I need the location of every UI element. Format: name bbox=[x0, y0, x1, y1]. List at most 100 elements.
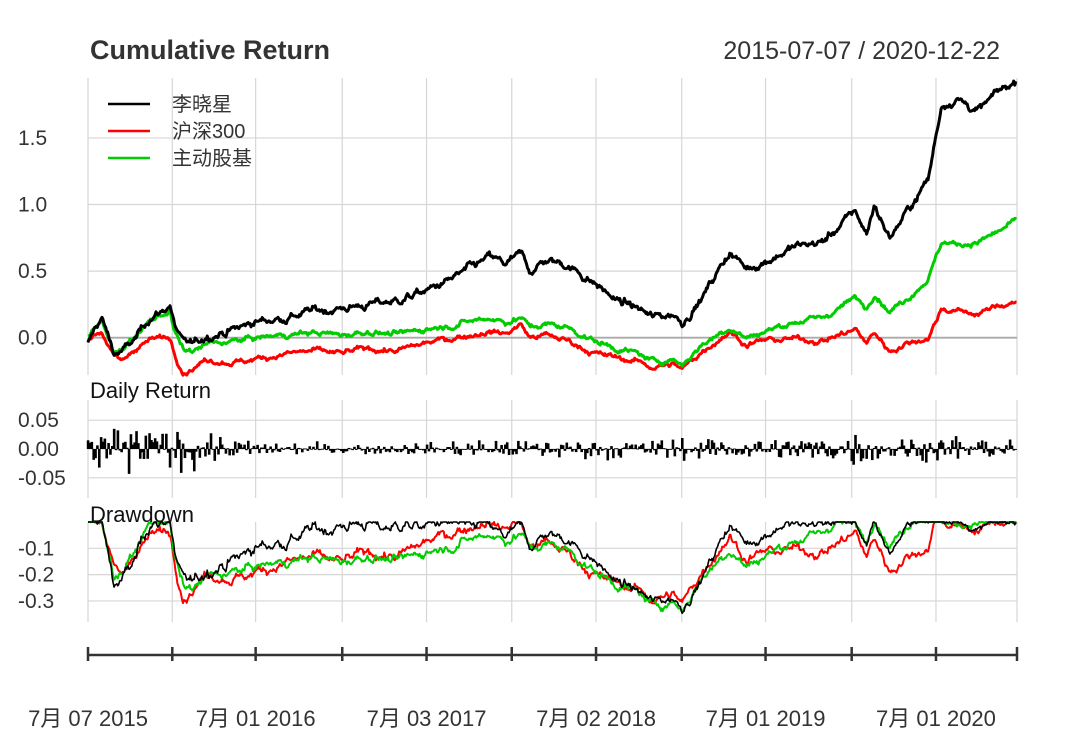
daily-return-bar bbox=[118, 449, 122, 451]
daily-return-bar bbox=[518, 446, 522, 449]
daily-return-bar bbox=[299, 448, 302, 450]
daily-return-bar bbox=[954, 436, 958, 449]
daily-y-tick-label: 0.00 bbox=[18, 438, 59, 461]
daily-return-bar bbox=[638, 446, 641, 449]
daily-return-bar bbox=[1003, 449, 1006, 454]
daily-return-bar bbox=[887, 447, 891, 449]
daily-return-bar bbox=[626, 448, 630, 450]
daily-return-bar bbox=[684, 449, 688, 454]
daily-return-bar bbox=[1001, 449, 1004, 453]
daily-return-bar bbox=[990, 449, 993, 454]
daily-return-bar bbox=[731, 449, 734, 454]
daily-return-bar bbox=[394, 449, 397, 452]
daily-return-bar bbox=[470, 445, 474, 449]
daily-return-bar bbox=[101, 441, 105, 449]
daily-return-bar bbox=[502, 449, 505, 454]
daily-return-bar bbox=[729, 448, 733, 450]
daily-return-bar bbox=[572, 449, 576, 450]
daily-return-bar bbox=[589, 449, 593, 457]
daily-return-bar bbox=[980, 440, 984, 449]
daily-return-bar bbox=[965, 448, 969, 450]
daily-return-bar bbox=[857, 444, 861, 449]
daily-return-bar bbox=[930, 447, 934, 449]
daily-return-bar bbox=[818, 446, 822, 449]
drawdown-y-tick-label: -0.1 bbox=[18, 537, 54, 560]
daily-return-bar bbox=[287, 446, 291, 449]
daily-return-bar bbox=[904, 449, 908, 454]
daily-return-bars bbox=[86, 428, 1018, 474]
daily-return-bar bbox=[122, 442, 125, 449]
daily-return-bar bbox=[330, 449, 334, 453]
daily-return-bar bbox=[211, 449, 215, 450]
daily-return-bar bbox=[792, 445, 796, 449]
daily-return-bar bbox=[97, 449, 101, 468]
daily-return-bar bbox=[112, 428, 116, 449]
daily-return-bar bbox=[606, 449, 610, 461]
daily-return-bar bbox=[571, 449, 574, 452]
daily-return-bar bbox=[192, 449, 196, 472]
daily-return-bar bbox=[900, 439, 904, 449]
x-tick-label: 7月 01 2016 bbox=[196, 706, 316, 731]
daily-return-bar bbox=[897, 447, 900, 449]
daily-return-bar bbox=[198, 449, 202, 458]
daily-return-bar bbox=[621, 448, 624, 449]
daily-return-bar bbox=[379, 449, 382, 454]
legend-label-2: 沪深300 bbox=[172, 120, 245, 143]
daily-return-bar bbox=[235, 449, 239, 453]
daily-return-bar bbox=[664, 448, 667, 450]
daily-return-bar bbox=[984, 441, 988, 449]
daily-return-bar bbox=[891, 449, 895, 450]
daily-return-bar bbox=[712, 442, 716, 449]
daily-return-bar bbox=[958, 441, 962, 449]
daily-return-bar bbox=[124, 441, 127, 449]
daily-return-bar bbox=[753, 443, 757, 449]
daily-return-bar bbox=[479, 449, 483, 451]
daily-return-bar bbox=[200, 447, 204, 449]
daily-return-bar bbox=[928, 442, 932, 449]
daily-return-bar bbox=[138, 449, 142, 459]
daily-return-bar bbox=[576, 442, 580, 449]
daily-return-bar bbox=[150, 440, 153, 449]
daily-return-bar bbox=[906, 449, 909, 457]
drawdown-line-1 bbox=[88, 521, 1017, 614]
daily-return-bar bbox=[278, 449, 282, 452]
daily-return-bar bbox=[133, 442, 136, 449]
daily-return-bar bbox=[703, 449, 706, 451]
daily-return-bar bbox=[107, 443, 110, 449]
daily-return-bar bbox=[431, 447, 434, 449]
daily-return-bar bbox=[222, 447, 226, 449]
daily-return-bar bbox=[647, 448, 651, 450]
daily-return-bar bbox=[282, 449, 285, 450]
daily-return-bar bbox=[105, 449, 109, 459]
daily-return-bar bbox=[915, 449, 919, 456]
series-line-1 bbox=[86, 79, 1018, 357]
daily-return-bar bbox=[649, 449, 652, 453]
daily-return-bar bbox=[96, 445, 99, 449]
daily-return-bar bbox=[399, 449, 403, 453]
daily-return-bar bbox=[120, 449, 123, 453]
daily-return-bar bbox=[269, 446, 272, 449]
daily-return-bar bbox=[798, 445, 801, 449]
daily-return-bar bbox=[304, 448, 308, 450]
daily-return-bar bbox=[597, 449, 600, 456]
daily-return-bar bbox=[103, 438, 107, 449]
daily-return-bar bbox=[599, 446, 602, 449]
daily-return-bar bbox=[569, 446, 572, 449]
daily-return-bar bbox=[880, 446, 883, 449]
drawdown-y-tick-label: -0.2 bbox=[18, 564, 54, 587]
daily-return-bar bbox=[295, 449, 299, 455]
daily-return-bar bbox=[988, 449, 991, 457]
daily-return-bar bbox=[630, 444, 634, 449]
daily-return-bar bbox=[679, 449, 682, 452]
daily-return-bar bbox=[535, 443, 539, 449]
daily-return-bar bbox=[410, 449, 414, 453]
daily-return-bar bbox=[191, 449, 194, 460]
daily-return-bar bbox=[250, 448, 254, 450]
daily-return-bar bbox=[168, 449, 172, 468]
daily-return-bar bbox=[170, 447, 174, 449]
daily-return-bar bbox=[777, 449, 781, 457]
daily-return-bar bbox=[414, 443, 418, 449]
daily-return-bar bbox=[775, 449, 779, 450]
daily-return-bar bbox=[457, 449, 461, 454]
daily-return-bar bbox=[893, 449, 896, 456]
